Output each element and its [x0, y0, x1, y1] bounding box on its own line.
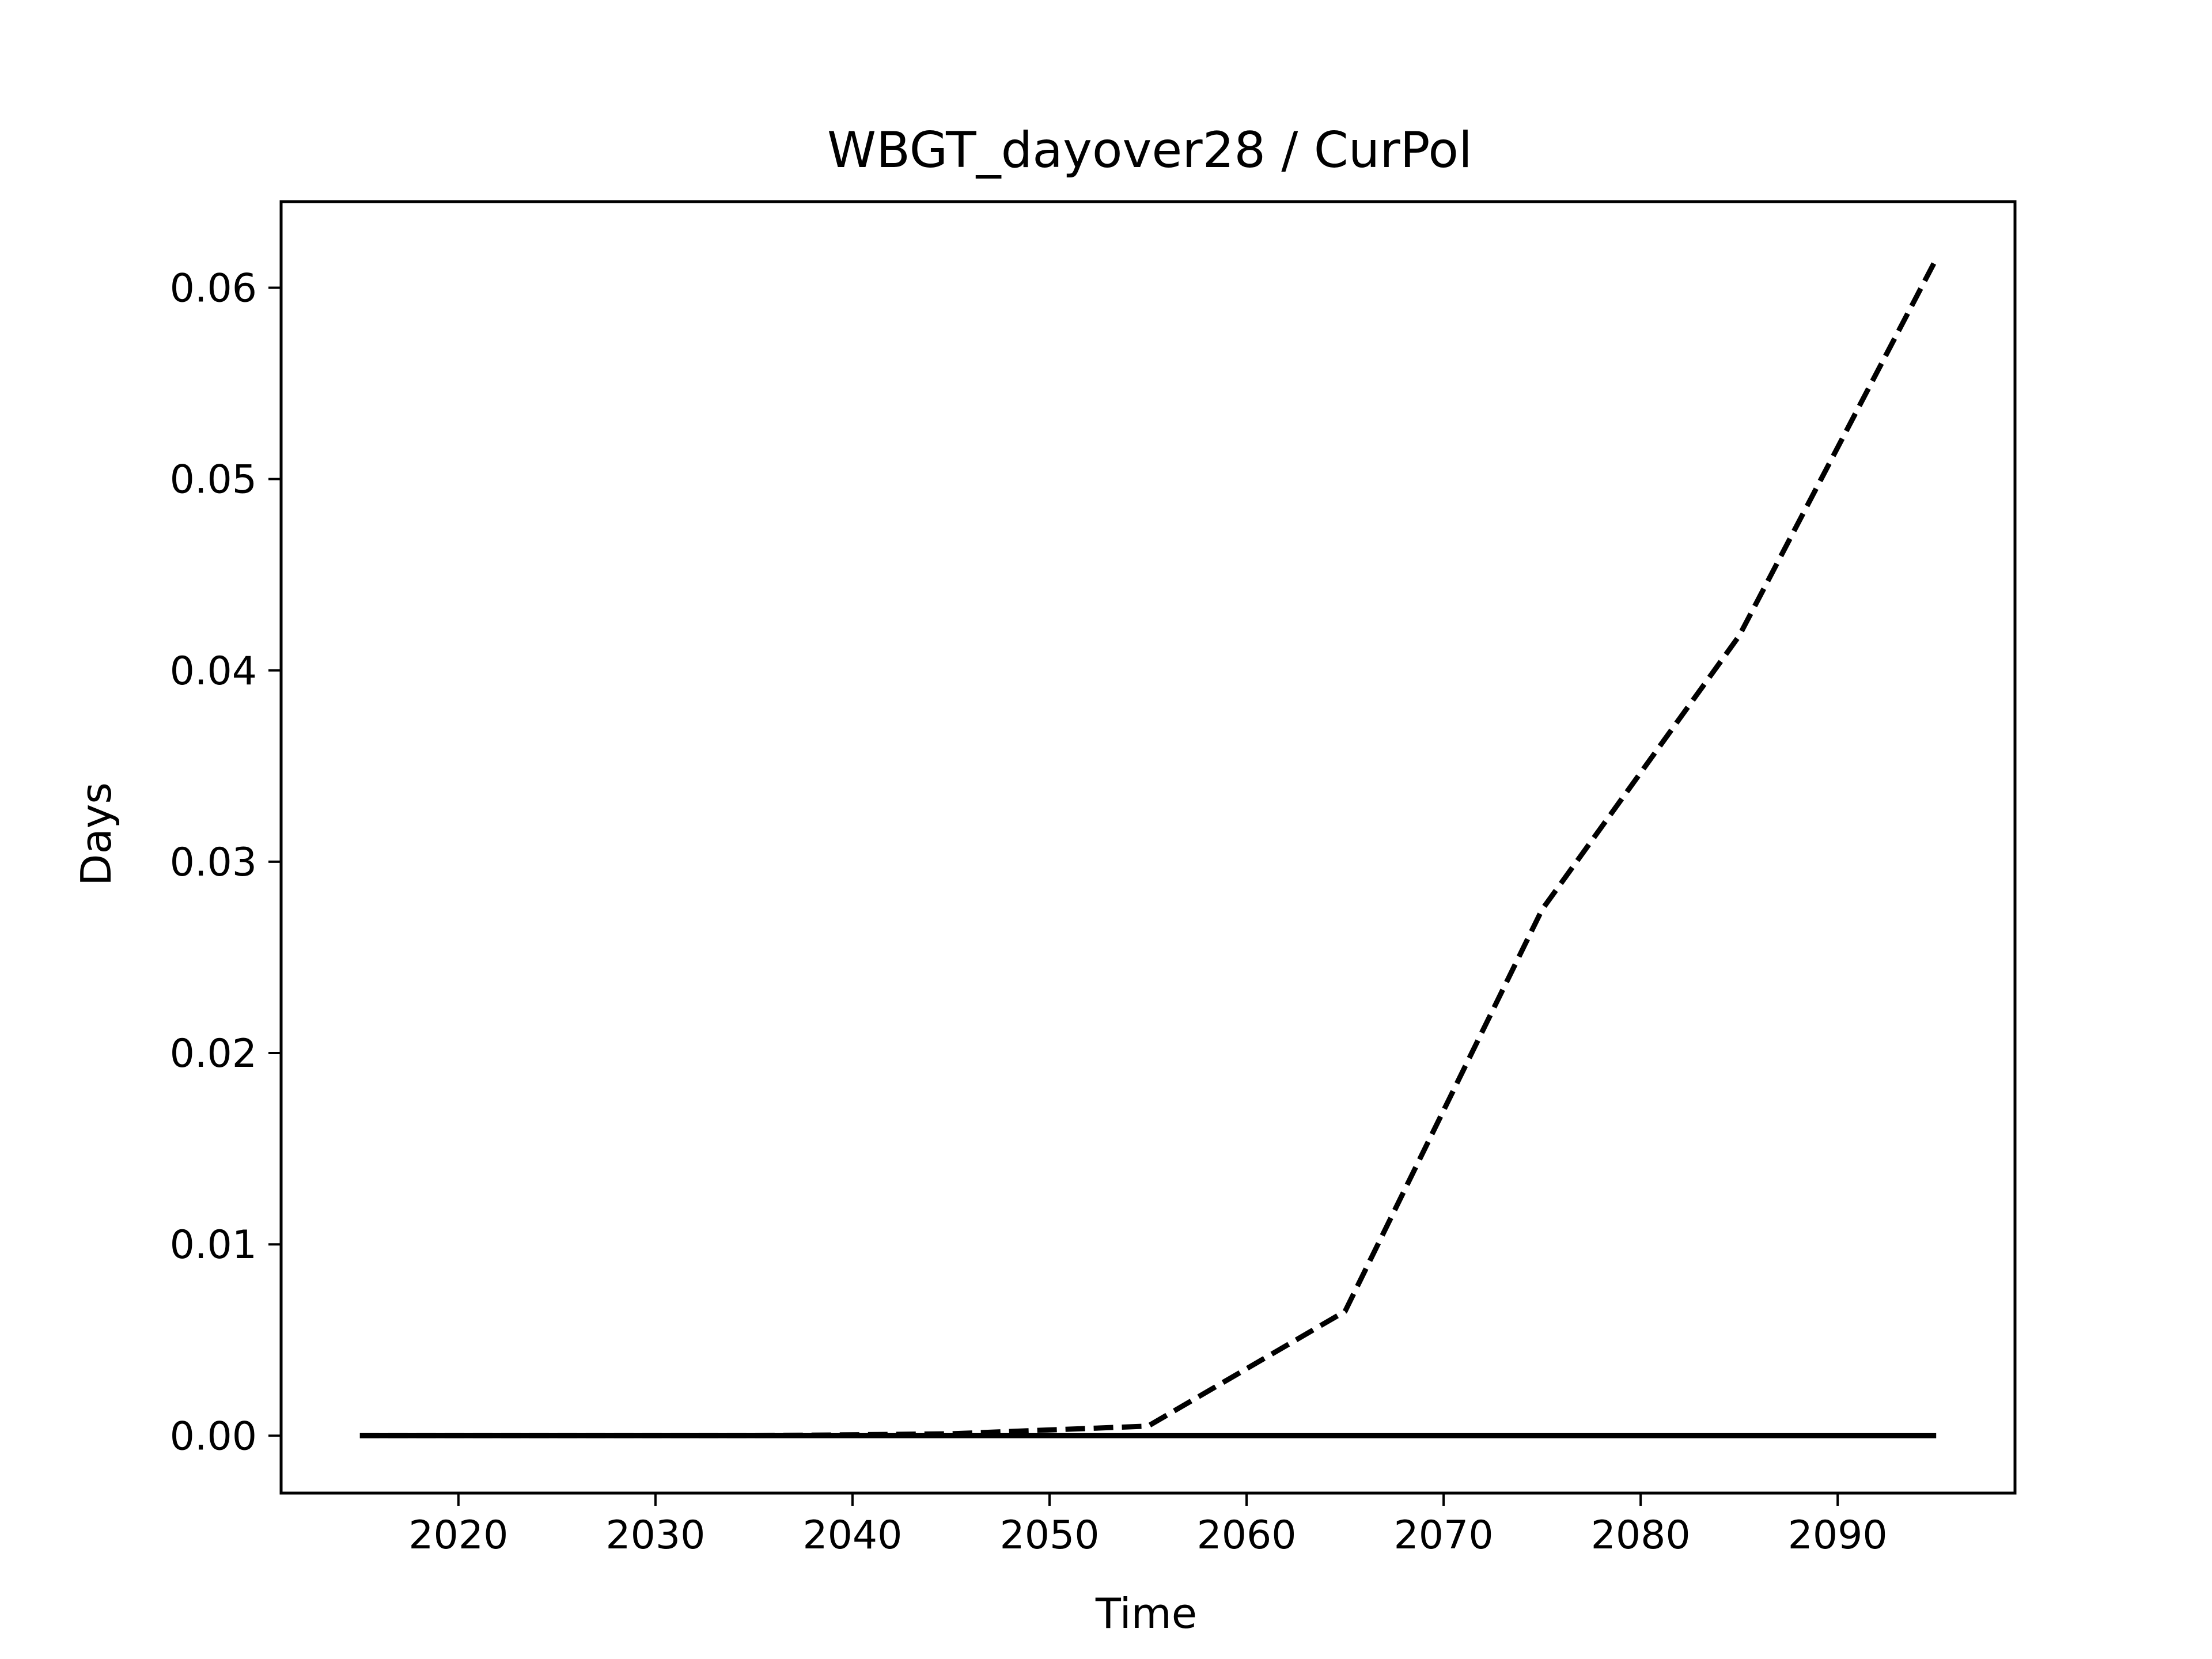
x-tick-label: 2050 — [999, 1513, 1099, 1558]
y-tick-label: 0.03 — [170, 840, 257, 885]
x-tick-label: 2090 — [1788, 1513, 1888, 1558]
plot-frame — [279, 200, 2017, 1495]
y-tick-label: 0.04 — [170, 649, 257, 694]
x-axis-ticks: 2020 2030 2040 2050 2060 2070 2080 2090 — [408, 1493, 1888, 1558]
y-tick-label: 0.02 — [170, 1031, 257, 1077]
y-tick-label: 0.05 — [170, 457, 257, 503]
y-axis-label: Days — [72, 782, 120, 886]
x-tick-label: 2040 — [802, 1513, 902, 1558]
y-tick-label: 0.00 — [170, 1414, 257, 1459]
x-tick-label: 2060 — [1196, 1513, 1296, 1558]
x-axis-label: Time — [1095, 1589, 1197, 1638]
plot-lines — [359, 257, 1939, 1438]
x-tick-label: 2030 — [605, 1513, 705, 1558]
x-tick-label: 2070 — [1394, 1513, 1494, 1558]
y-axis-ticks: 0.00 0.01 0.02 0.03 0.04 0.05 0.06 — [170, 266, 281, 1459]
x-tick-label: 2080 — [1591, 1513, 1691, 1558]
chart-title: WBGT_dayover28 / CurPol — [827, 122, 1472, 179]
y-tick-label: 0.06 — [170, 266, 257, 311]
x-tick-label: 2020 — [408, 1513, 508, 1558]
y-tick-label: 0.01 — [170, 1222, 257, 1268]
